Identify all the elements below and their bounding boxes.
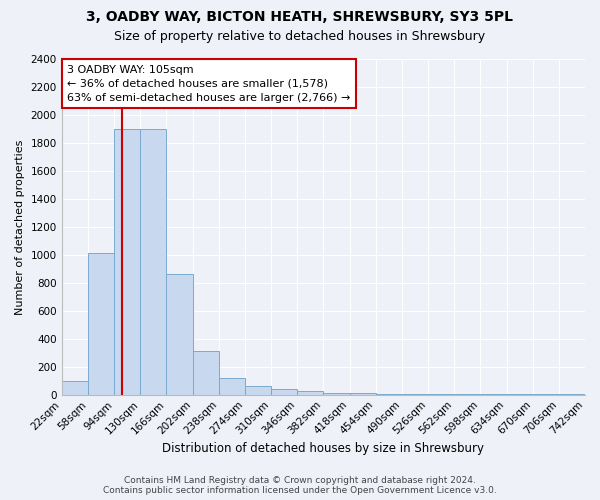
Bar [193, 352, 218, 395]
Bar [114, 129, 140, 394]
Bar [88, 254, 114, 394]
Bar [62, 380, 88, 394]
Text: Size of property relative to detached houses in Shrewsbury: Size of property relative to detached ho… [115, 30, 485, 43]
Bar [245, 386, 271, 394]
Text: 3 OADBY WAY: 105sqm
← 36% of detached houses are smaller (1,578)
63% of semi-det: 3 OADBY WAY: 105sqm ← 36% of detached ho… [67, 64, 351, 102]
Bar [218, 378, 245, 394]
Text: 3, OADBY WAY, BICTON HEATH, SHREWSBURY, SY3 5PL: 3, OADBY WAY, BICTON HEATH, SHREWSBURY, … [86, 10, 514, 24]
Y-axis label: Number of detached properties: Number of detached properties [15, 139, 25, 314]
Text: Contains HM Land Registry data © Crown copyright and database right 2024.
Contai: Contains HM Land Registry data © Crown c… [103, 476, 497, 495]
Bar [323, 392, 350, 394]
Bar [140, 129, 166, 394]
Bar [271, 389, 297, 394]
X-axis label: Distribution of detached houses by size in Shrewsbury: Distribution of detached houses by size … [163, 442, 484, 455]
Bar [297, 391, 323, 394]
Bar [166, 274, 193, 394]
